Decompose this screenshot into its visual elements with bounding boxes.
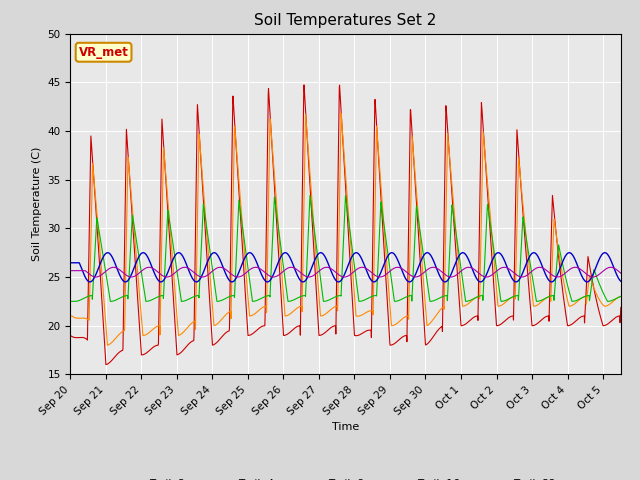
Tsoil -16cm bbox=[99, 255, 106, 261]
Tsoil -2cm bbox=[412, 185, 419, 191]
Tsoil -32cm bbox=[349, 269, 357, 275]
Tsoil -4cm bbox=[99, 281, 106, 287]
Tsoil -16cm bbox=[349, 252, 357, 258]
Tsoil -32cm bbox=[412, 274, 419, 280]
Tsoil -32cm bbox=[617, 270, 625, 276]
X-axis label: Time: Time bbox=[332, 422, 359, 432]
Tsoil -2cm bbox=[300, 82, 308, 88]
Tsoil -8cm bbox=[598, 287, 605, 293]
Tsoil -2cm bbox=[428, 335, 436, 341]
Title: Soil Temperatures Set 2: Soil Temperatures Set 2 bbox=[255, 13, 436, 28]
Tsoil -2cm bbox=[349, 310, 357, 316]
Tsoil -32cm bbox=[180, 264, 188, 270]
Y-axis label: Soil Temperature (C): Soil Temperature (C) bbox=[32, 147, 42, 261]
Tsoil -16cm bbox=[175, 250, 182, 255]
Tsoil -4cm bbox=[412, 177, 419, 183]
Tsoil -8cm bbox=[428, 298, 436, 304]
Tsoil -8cm bbox=[617, 293, 625, 299]
Tsoil -32cm bbox=[67, 268, 74, 274]
Tsoil -8cm bbox=[349, 251, 356, 257]
Tsoil -32cm bbox=[598, 269, 606, 275]
Tsoil -2cm bbox=[99, 311, 106, 316]
Tsoil -4cm bbox=[598, 301, 606, 307]
Tsoil -2cm bbox=[533, 321, 541, 327]
Tsoil -32cm bbox=[428, 264, 436, 270]
Tsoil -8cm bbox=[532, 298, 540, 304]
Tsoil -4cm bbox=[428, 318, 436, 324]
Line: Tsoil -8cm: Tsoil -8cm bbox=[70, 195, 621, 301]
Legend: Tsoil -2cm, Tsoil -4cm, Tsoil -8cm, Tsoil -16cm, Tsoil -32cm: Tsoil -2cm, Tsoil -4cm, Tsoil -8cm, Tsoi… bbox=[116, 475, 575, 480]
Tsoil -2cm bbox=[67, 333, 74, 338]
Tsoil -8cm bbox=[306, 192, 314, 198]
Tsoil -32cm bbox=[99, 271, 106, 277]
Tsoil -16cm bbox=[193, 279, 200, 285]
Tsoil -4cm bbox=[533, 302, 541, 308]
Tsoil -16cm bbox=[598, 252, 606, 257]
Tsoil -4cm bbox=[104, 342, 111, 348]
Line: Tsoil -16cm: Tsoil -16cm bbox=[70, 252, 621, 282]
Tsoil -2cm bbox=[598, 320, 606, 325]
Tsoil -4cm bbox=[349, 275, 357, 280]
Tsoil -16cm bbox=[617, 278, 625, 284]
Line: Tsoil -32cm: Tsoil -32cm bbox=[70, 267, 621, 277]
Tsoil -16cm bbox=[412, 272, 419, 277]
Tsoil -16cm bbox=[67, 260, 74, 265]
Line: Tsoil -2cm: Tsoil -2cm bbox=[70, 85, 621, 365]
Tsoil -4cm bbox=[337, 110, 345, 116]
Text: VR_met: VR_met bbox=[79, 46, 129, 59]
Tsoil -4cm bbox=[617, 294, 625, 300]
Tsoil -8cm bbox=[67, 299, 74, 304]
Line: Tsoil -4cm: Tsoil -4cm bbox=[70, 113, 621, 345]
Tsoil -32cm bbox=[533, 265, 541, 271]
Tsoil -16cm bbox=[533, 252, 541, 257]
Tsoil -2cm bbox=[102, 362, 110, 368]
Tsoil -16cm bbox=[428, 255, 436, 261]
Tsoil -4cm bbox=[67, 313, 74, 319]
Tsoil -2cm bbox=[617, 305, 625, 311]
Tsoil -8cm bbox=[99, 251, 106, 256]
Tsoil -32cm bbox=[163, 274, 171, 280]
Tsoil -8cm bbox=[412, 227, 419, 232]
